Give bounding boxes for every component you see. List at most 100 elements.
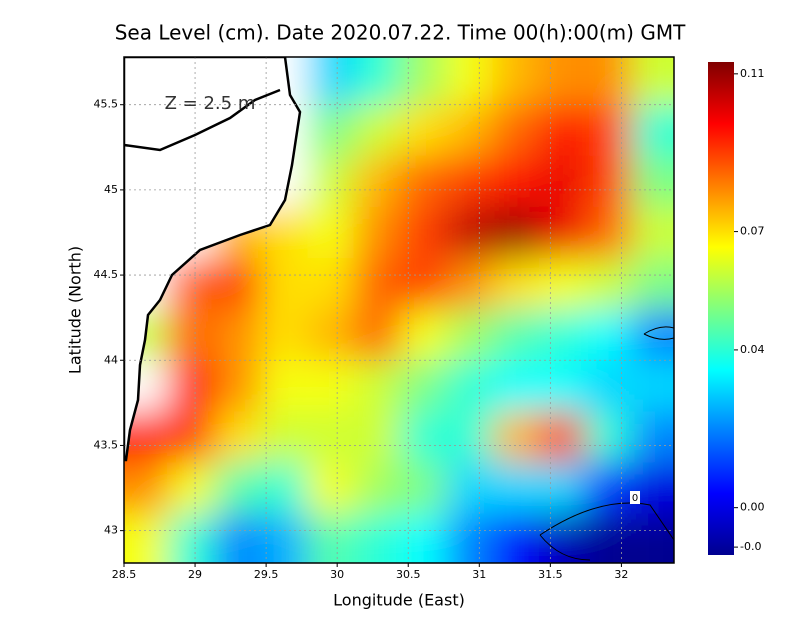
cell bbox=[168, 411, 215, 464]
x-tick-label: 29 bbox=[188, 568, 202, 581]
x-tick-label: 31 bbox=[472, 568, 486, 581]
cell bbox=[631, 155, 674, 208]
x-tick-label: 28.5 bbox=[112, 568, 137, 581]
cell bbox=[260, 462, 307, 515]
x-axis-label: Longitude (East) bbox=[333, 591, 465, 610]
cell bbox=[631, 309, 674, 362]
cell bbox=[399, 104, 447, 157]
cell bbox=[214, 411, 262, 464]
cell bbox=[538, 360, 586, 413]
cell bbox=[307, 104, 354, 157]
annotation: Z = 2.5 m bbox=[165, 93, 256, 114]
cell bbox=[399, 155, 447, 208]
cell bbox=[538, 411, 586, 464]
colorbar-tick-label: 0.11 bbox=[740, 67, 765, 80]
colorbar-tick-label: -0.0 bbox=[740, 540, 761, 553]
cell bbox=[584, 411, 631, 464]
cell bbox=[307, 462, 354, 515]
y-tick-label: 43.5 bbox=[94, 438, 119, 451]
cell bbox=[584, 155, 631, 208]
plot-frame bbox=[123, 56, 675, 564]
cell bbox=[538, 513, 586, 563]
cell bbox=[124, 411, 170, 464]
cell bbox=[260, 411, 307, 464]
cell bbox=[631, 57, 674, 106]
cell bbox=[631, 104, 674, 157]
cell bbox=[399, 360, 447, 413]
cell bbox=[492, 155, 539, 208]
x-tick-label: 30 bbox=[330, 568, 344, 581]
cell bbox=[631, 411, 674, 464]
cell bbox=[584, 360, 631, 413]
cell bbox=[214, 309, 262, 362]
cell bbox=[354, 206, 401, 260]
contour-label-bg bbox=[630, 491, 640, 504]
cell bbox=[631, 360, 674, 413]
cell bbox=[399, 206, 447, 260]
cell bbox=[584, 57, 631, 106]
cell bbox=[446, 309, 494, 362]
coastline bbox=[124, 57, 302, 462]
colorbar-tick-label: 0.04 bbox=[740, 343, 765, 356]
cell bbox=[538, 462, 586, 515]
cell bbox=[124, 513, 170, 563]
chart-title: Sea Level (cm). Date 2020.07.22. Time 00… bbox=[115, 21, 686, 45]
cell bbox=[214, 258, 262, 311]
cell bbox=[584, 206, 631, 260]
y-tick-label: 44 bbox=[104, 353, 118, 366]
cell bbox=[168, 360, 215, 413]
cell bbox=[584, 462, 631, 515]
cell bbox=[446, 462, 494, 515]
cell bbox=[168, 513, 215, 563]
cell bbox=[631, 462, 674, 515]
cell bbox=[168, 462, 215, 515]
cell bbox=[399, 513, 447, 563]
cell bbox=[307, 57, 354, 106]
land bbox=[124, 57, 674, 561]
cell bbox=[307, 309, 354, 362]
cell bbox=[492, 513, 539, 563]
cell bbox=[168, 309, 215, 362]
x-tick-label: 29.5 bbox=[254, 568, 279, 581]
cell bbox=[307, 206, 354, 260]
cell bbox=[631, 258, 674, 311]
x-tick-label: 31.5 bbox=[538, 568, 563, 581]
contour bbox=[539, 502, 674, 561]
y-tick-label: 45.5 bbox=[94, 98, 119, 111]
cell bbox=[584, 513, 631, 563]
cell bbox=[538, 309, 586, 362]
cell bbox=[260, 360, 307, 413]
cell bbox=[538, 206, 586, 260]
cell bbox=[307, 155, 354, 208]
cell bbox=[492, 57, 539, 106]
cell bbox=[399, 57, 447, 106]
coastline bbox=[124, 88, 281, 152]
cell bbox=[354, 513, 401, 563]
cell bbox=[446, 513, 494, 563]
cell bbox=[307, 411, 354, 464]
cell bbox=[584, 309, 631, 362]
cell bbox=[124, 309, 170, 362]
y-tick-label: 45 bbox=[104, 183, 118, 196]
cell bbox=[214, 513, 262, 563]
cell bbox=[492, 258, 539, 311]
cell bbox=[446, 155, 494, 208]
cell bbox=[446, 104, 494, 157]
colorbar-tick-label: 0.07 bbox=[740, 225, 765, 238]
cell bbox=[631, 513, 674, 563]
cell bbox=[354, 411, 401, 464]
cell bbox=[446, 258, 494, 311]
x-tick-label: 30.5 bbox=[396, 568, 421, 581]
contour bbox=[643, 326, 674, 340]
cell bbox=[354, 360, 401, 413]
cell bbox=[584, 258, 631, 311]
colorbar-tick-label: 0.00 bbox=[740, 501, 765, 514]
cell bbox=[399, 309, 447, 362]
cell bbox=[492, 411, 539, 464]
cell bbox=[446, 206, 494, 260]
cell bbox=[492, 309, 539, 362]
cell bbox=[307, 258, 354, 311]
cell bbox=[260, 258, 307, 311]
field bbox=[124, 57, 674, 563]
cell bbox=[584, 104, 631, 157]
